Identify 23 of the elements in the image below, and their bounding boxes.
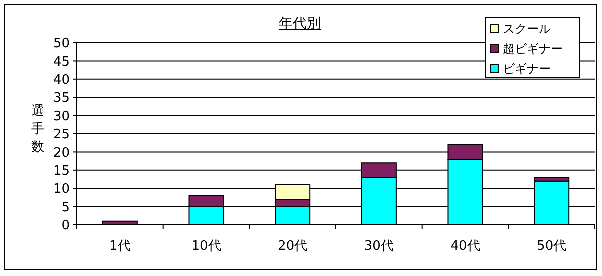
- legend-label: 超ビギナー: [503, 42, 563, 56]
- legend-label: ビギナー: [503, 62, 551, 76]
- y-tick-label: 30: [53, 109, 70, 124]
- y-tick-label: 45: [53, 54, 70, 70]
- chart-title: 年代別: [279, 16, 321, 32]
- y-tick-label: 20: [53, 146, 70, 161]
- bar: [102, 220, 138, 226]
- x-tick-label: 50代: [537, 239, 567, 254]
- x-tick-label: 30代: [364, 239, 394, 254]
- y-tick-label: 0: [62, 218, 70, 234]
- x-tick-label: 10代: [192, 239, 222, 254]
- y-tick-label: 25: [53, 128, 70, 143]
- y-tick-label: 40: [53, 72, 70, 88]
- y-tick-label: 15: [53, 164, 70, 179]
- y-axis-title: 選手数: [32, 104, 44, 155]
- y-tick-label: 5: [62, 200, 70, 216]
- x-tick-label: 20代: [278, 239, 308, 254]
- y-tick-label: 50: [53, 36, 70, 52]
- y-tick-label: 10: [53, 182, 70, 198]
- x-tick-label: 40代: [450, 239, 480, 254]
- y-tick-label: 35: [53, 91, 70, 106]
- x-tick-label: 1代: [110, 239, 131, 254]
- legend-label: スクール: [503, 22, 551, 36]
